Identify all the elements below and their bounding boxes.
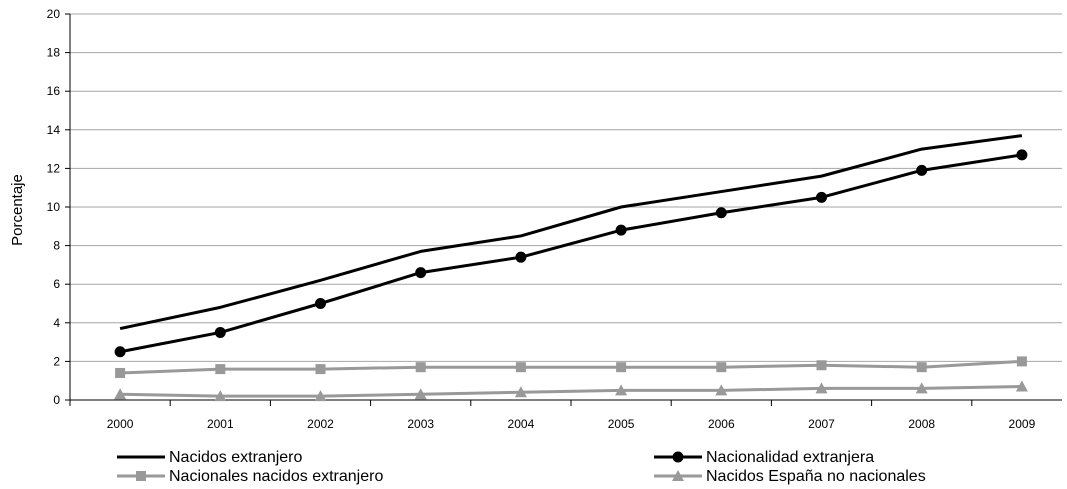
- series-2: [114, 149, 1028, 358]
- legend-label: Nacionales nacidos extranjero: [169, 468, 383, 485]
- data-point: [115, 367, 126, 378]
- legend-item: Nacionalidad extranjera: [654, 449, 874, 466]
- series-line: [120, 359, 1022, 375]
- data-point: [114, 388, 127, 400]
- x-tick-label: 2004: [508, 417, 535, 431]
- data-point: [1015, 380, 1028, 392]
- y-tick-label: 6: [53, 277, 60, 291]
- legend-label: Nacidos extranjero: [169, 449, 303, 466]
- y-tick-label: 18: [47, 46, 61, 60]
- data-point: [1016, 149, 1028, 161]
- data-point: [915, 382, 928, 394]
- data-point: [615, 224, 627, 236]
- series-3: [115, 356, 1027, 378]
- x-tick-label: 2006: [708, 417, 735, 431]
- data-point: [315, 364, 326, 375]
- legend-label: Nacidos España no nacionales: [706, 468, 926, 485]
- x-tick-label: 2001: [207, 417, 234, 431]
- y-tick-label: 12: [47, 161, 61, 175]
- x-tick-label: 2000: [107, 417, 134, 431]
- data-point: [716, 362, 727, 373]
- data-point: [215, 364, 226, 375]
- legend-item: Nacidos España no nacionales: [654, 468, 926, 485]
- y-tick-label: 14: [47, 123, 61, 137]
- data-point: [514, 386, 527, 398]
- data-point: [414, 388, 427, 400]
- data-point: [616, 362, 627, 373]
- x-tick-label: 2007: [808, 417, 835, 431]
- y-tick-label: 2: [53, 354, 60, 368]
- legend-item: Nacidos extranjero: [117, 449, 303, 466]
- x-tick-label: 2008: [908, 417, 935, 431]
- x-axis-ticks: 2000 2001 2002 2003 2004 2005 2006 2007 2008 2009: [69, 400, 1036, 431]
- data-point: [715, 384, 728, 396]
- data-point: [916, 362, 927, 373]
- data-point: [515, 362, 526, 373]
- data-point: [715, 207, 727, 219]
- data-point: [515, 251, 527, 263]
- series-line: [120, 384, 1022, 398]
- x-tick-label: 2009: [1009, 417, 1036, 431]
- data-point: [816, 360, 827, 371]
- x-tick-label: 2003: [407, 417, 434, 431]
- series-1: [119, 134, 1023, 331]
- data-point: [214, 326, 226, 338]
- data-point: [916, 164, 928, 176]
- series-4: [114, 380, 1028, 402]
- data-point: [615, 384, 628, 396]
- gridlines: [70, 13, 1062, 362]
- data-point: [214, 390, 227, 402]
- data-point: [816, 191, 827, 203]
- legend-swatch-marker: [136, 471, 146, 481]
- x-tick-label: 2002: [307, 417, 334, 431]
- legend-swatch-marker: [672, 451, 684, 463]
- legend-item: Nacionales nacidos extranjero: [117, 468, 383, 485]
- data-point: [314, 390, 327, 402]
- data-point: [114, 346, 126, 358]
- legend-swatch-marker: [672, 470, 684, 481]
- series-line: [119, 134, 1023, 331]
- y-tick-label: 4: [53, 316, 60, 330]
- y-tick-label: 16: [47, 84, 61, 98]
- legend: Nacidos extranjero Nacionalidad extranjer…: [117, 449, 926, 485]
- data-point: [415, 362, 426, 373]
- y-axis-ticks: 0 2 4 6 8 10 12 14 16 18 20: [47, 7, 70, 407]
- data-point: [815, 382, 828, 394]
- y-tick-label: 8: [53, 239, 60, 253]
- y-tick-label: 10: [47, 200, 61, 214]
- series-lines: [114, 134, 1028, 402]
- data-point: [1016, 356, 1027, 367]
- data-point: [415, 267, 427, 279]
- y-axis-title: Porcentaje: [9, 174, 26, 246]
- y-tick-label: 0: [53, 393, 60, 407]
- data-point: [315, 298, 326, 309]
- x-tick-label: 2005: [608, 417, 635, 431]
- y-tick-label: 20: [47, 7, 61, 21]
- legend-label: Nacionalidad extranjera: [706, 449, 874, 466]
- series-line: [119, 153, 1023, 354]
